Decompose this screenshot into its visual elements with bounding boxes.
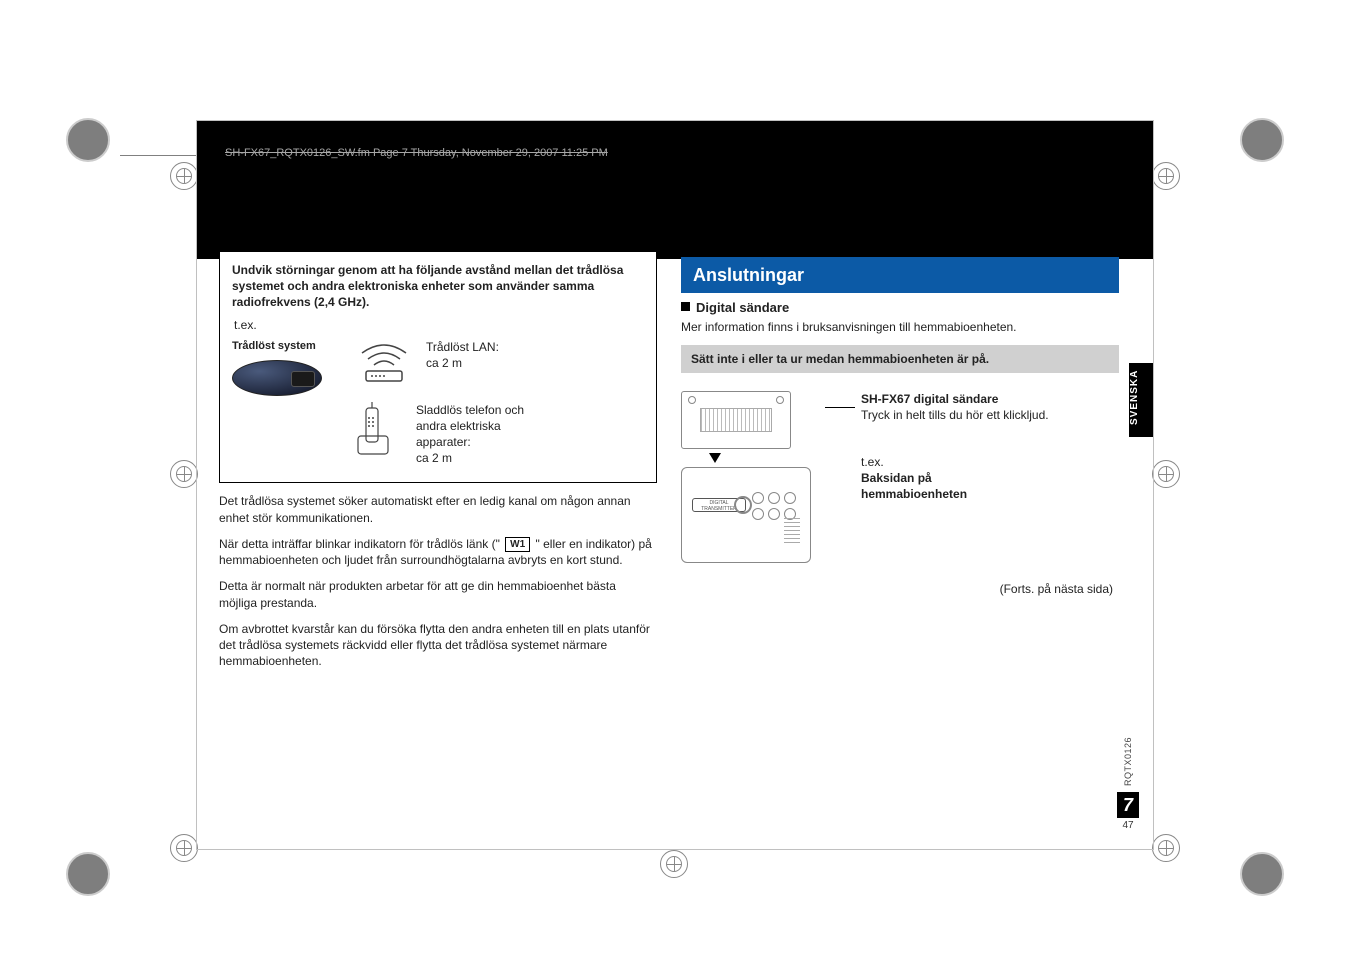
corner-decoration	[66, 852, 110, 896]
registration-mark	[170, 460, 198, 488]
connection-diagram: DIGITAL TRANSMITTER SH-FX67 digital sänd…	[681, 391, 1119, 563]
registration-mark	[170, 162, 198, 190]
w1-indicator-badge: W1	[505, 537, 530, 553]
registration-mark	[660, 850, 688, 878]
rear-unit-icon: DIGITAL TRANSMITTER	[681, 467, 811, 563]
wireless-system-label: Trådlöst system	[232, 339, 342, 354]
card-label-bold: SH-FX67 digital sändare	[861, 391, 1049, 407]
cordless-phone-icon	[352, 402, 402, 460]
example-label: t.ex.	[234, 317, 644, 333]
avoid-interference-text: Undvik störningar genom att ha följande …	[232, 262, 644, 311]
page-header-black: SH-FX67_RQTX0126_SW.fm Page 7 Thursday, …	[197, 121, 1153, 259]
para2a: När detta inträffar blinkar indikatorn f…	[219, 537, 503, 551]
more-info-text: Mer information finns i bruksanvisningen…	[681, 319, 1119, 335]
wifi-line2: ca 2 m	[426, 355, 499, 371]
phone-line3: apparater:	[416, 434, 524, 450]
indicator-blink-text: När detta inträffar blinkar indikatorn f…	[219, 536, 657, 569]
content-columns: Undvik störningar genom att ha följande …	[197, 251, 1153, 669]
wifi-distance-row: Trådlöst system Trådlöst LAN:	[232, 339, 644, 396]
doc-code: RQTX0126	[1123, 737, 1133, 786]
page-number-block: RQTX0126 7 47	[1117, 737, 1139, 831]
phone-line4: ca 2 m	[416, 450, 524, 466]
rear-label-1: Baksidan på	[861, 470, 1049, 486]
auto-channel-text: Det trådlösa systemet söker automatiskt …	[219, 493, 657, 525]
troubleshoot-text: Om avbrottet kvarstår kan du försöka fly…	[219, 621, 657, 670]
warning-bar: Sätt inte i eller ta ur medan hemmabioen…	[681, 345, 1119, 373]
example-label-2: t.ex.	[861, 454, 1049, 470]
wifi-line1: Trådlöst LAN:	[426, 339, 499, 355]
corner-decoration	[1240, 118, 1284, 162]
arrow-down-icon	[709, 453, 721, 463]
leader-line	[825, 407, 855, 408]
header-filename: SH-FX67_RQTX0126_SW.fm Page 7 Thursday, …	[225, 147, 608, 159]
interference-info-box: Undvik störningar genom att ha följande …	[219, 251, 657, 483]
wifi-distance-text: Trådlöst LAN: ca 2 m	[426, 339, 499, 371]
phone-line2: andra elektriska	[416, 418, 524, 434]
card-label-text: Tryck in helt tills du hör ett klickljud…	[861, 407, 1049, 423]
transmitter-card-icon	[681, 391, 791, 449]
diagram-graphics: DIGITAL TRANSMITTER	[681, 391, 811, 563]
phone-distance-row: Sladdlös telefon och andra elektriska ap…	[352, 402, 644, 467]
registration-mark	[1152, 460, 1180, 488]
rear-label-2: hemmabioenheten	[861, 486, 1049, 502]
wireless-speaker-icon	[232, 360, 322, 396]
wifi-router-icon	[356, 341, 412, 387]
page-number-large: 7	[1117, 792, 1139, 818]
right-column: Anslutningar Digital sändare Mer informa…	[681, 251, 1119, 669]
corner-decoration	[66, 118, 110, 162]
phone-distance-text: Sladdlös telefon och andra elektriska ap…	[416, 402, 524, 467]
digital-transmitter-heading: Digital sändare	[681, 299, 1119, 317]
language-tab: SVENSKA	[1129, 363, 1153, 437]
registration-mark	[1152, 162, 1180, 190]
phone-line1: Sladdlös telefon och	[416, 402, 524, 418]
page-number-small: 47	[1117, 820, 1139, 831]
continued-note: (Forts. på nästa sida)	[681, 581, 1119, 597]
left-column: Undvik störningar genom att ha följande …	[219, 251, 657, 669]
page-frame: SH-FX67_RQTX0126_SW.fm Page 7 Thursday, …	[196, 120, 1154, 850]
corner-decoration	[1240, 852, 1284, 896]
bullet-square-icon	[681, 302, 690, 311]
diagram-labels: SH-FX67 digital sändare Tryck in helt ti…	[825, 391, 1049, 502]
connections-heading: Anslutningar	[681, 257, 1119, 293]
sub-heading-text: Digital sändare	[696, 300, 789, 315]
registration-mark	[1152, 834, 1180, 862]
normal-behavior-text: Detta är normalt när produkten arbetar f…	[219, 578, 657, 610]
registration-mark	[170, 834, 198, 862]
